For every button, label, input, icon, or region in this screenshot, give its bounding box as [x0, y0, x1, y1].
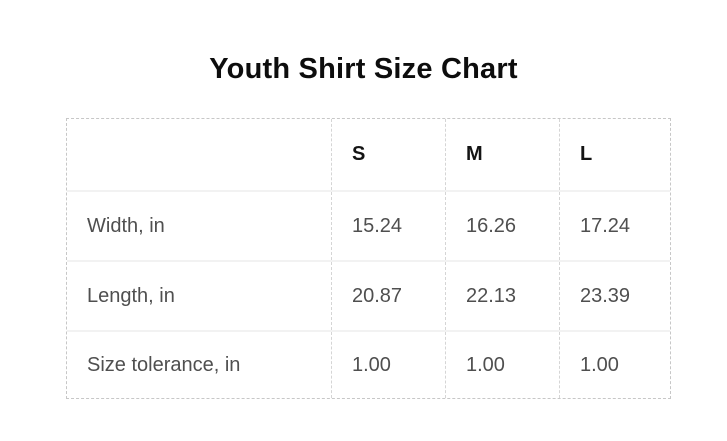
- table-header-row: S M L: [67, 119, 670, 190]
- cell-length-m: 22.13: [445, 262, 559, 330]
- cell-tolerance-s: 1.00: [331, 332, 445, 398]
- header-cell-s: S: [331, 119, 445, 190]
- cell-width-m: 16.26: [445, 192, 559, 260]
- size-chart-table: S M L Width, in 15.24 16.26 17.24 Length…: [66, 118, 671, 399]
- page-title: Youth Shirt Size Chart: [209, 53, 518, 85]
- table-row-width: Width, in 15.24 16.26 17.24: [67, 190, 670, 260]
- header-cell-m: M: [445, 119, 559, 190]
- cell-length-s: 20.87: [331, 262, 445, 330]
- row-label-length: Length, in: [87, 284, 175, 307]
- cell-tolerance-m: 1.00: [445, 332, 559, 398]
- header-cell-empty: [67, 119, 331, 190]
- cell-tolerance-l: 1.00: [559, 332, 670, 398]
- table-row-size-tolerance: Size tolerance, in 1.00 1.00 1.00: [67, 330, 670, 398]
- row-label-width: Width, in: [87, 214, 165, 237]
- cell-length-l: 23.39: [559, 262, 670, 330]
- cell-width-l: 17.24: [559, 192, 670, 260]
- table-row-length: Length, in 20.87 22.13 23.39: [67, 260, 670, 330]
- header-cell-l: L: [559, 119, 670, 190]
- row-label-size-tolerance: Size tolerance, in: [87, 353, 241, 376]
- cell-width-s: 15.24: [331, 192, 445, 260]
